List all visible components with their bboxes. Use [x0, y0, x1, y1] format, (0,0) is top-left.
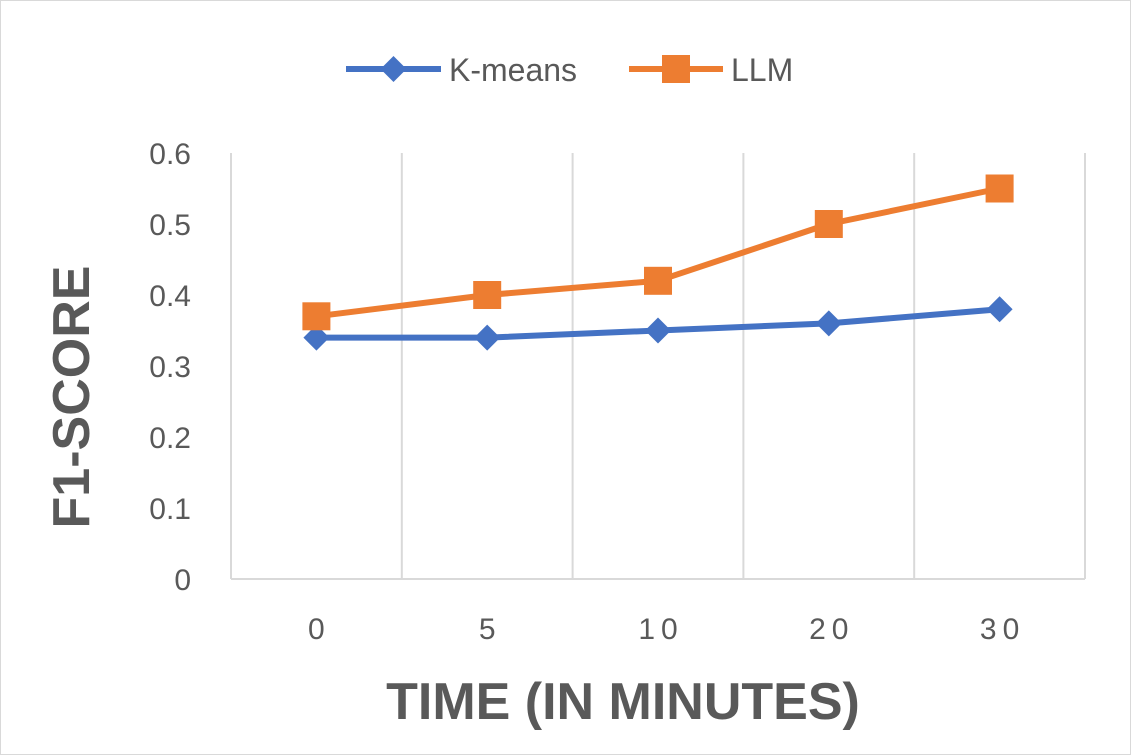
y-tick-label: 0.5 — [149, 209, 191, 242]
y-tick-label: 0.6 — [149, 138, 191, 171]
x-tick-label: 5 — [479, 613, 502, 646]
legend: K-means LLM — [346, 52, 793, 88]
legend-label: LLM — [731, 52, 793, 88]
x-tick-labels: 0 5 10 20 30 — [308, 613, 1025, 646]
legend-item: LLM — [629, 52, 793, 88]
series-llm — [302, 174, 1014, 331]
data-point — [985, 174, 1014, 203]
x-tick-label: 30 — [980, 613, 1025, 646]
data-point — [644, 266, 672, 295]
data-point — [986, 296, 1013, 323]
y-tick-label: 0.2 — [149, 422, 191, 455]
x-tick-label: 10 — [638, 613, 683, 646]
legend-label: K-means — [449, 52, 577, 88]
legend-marker — [380, 56, 407, 82]
data-point — [303, 324, 330, 351]
x-tick-label: 20 — [809, 613, 854, 646]
legend-item: K-means — [346, 52, 577, 88]
y-tick-label: 0 — [174, 564, 191, 597]
y-tick-label: 0.4 — [149, 280, 191, 313]
data-point — [645, 317, 671, 344]
y-tick-label: 0.1 — [149, 493, 191, 526]
x-tick-label: 0 — [308, 613, 331, 646]
y-tick-label: 0.3 — [149, 351, 191, 384]
data-point — [814, 210, 843, 238]
data-point — [474, 324, 501, 351]
data-point — [815, 310, 842, 337]
data-point — [302, 302, 331, 331]
y-tick-labels: 0 0.1 0.2 0.3 0.4 0.5 0.6 — [149, 138, 191, 597]
grid-lines — [230, 153, 1086, 579]
data-point — [473, 281, 502, 309]
series-line — [313, 185, 1003, 320]
series-layer — [302, 174, 1014, 351]
legend-marker — [662, 55, 690, 83]
y-axis-title: F1-SCORE — [43, 266, 101, 529]
x-axis-title: TIME (IN MINUTES) — [386, 673, 860, 731]
series-k-means — [303, 296, 1013, 351]
